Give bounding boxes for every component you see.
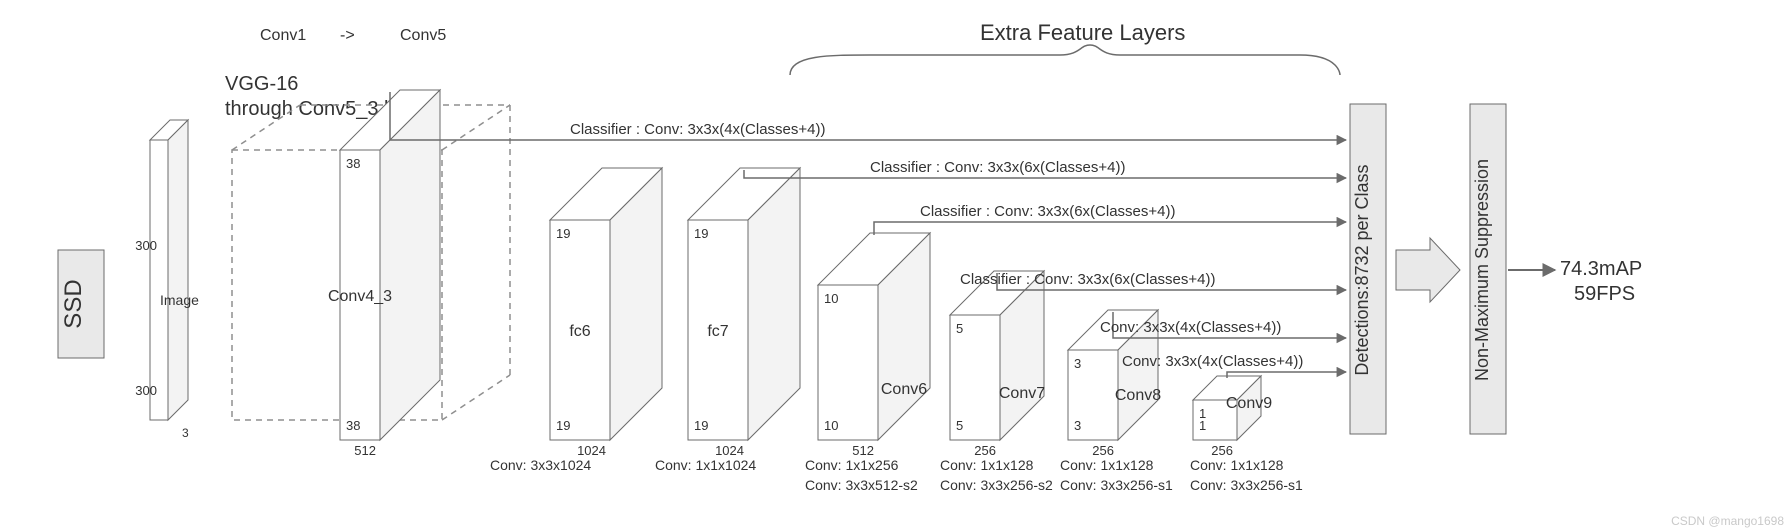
svg-text:256: 256 <box>1211 443 1233 458</box>
fc6-block: 19 19 1024 fc6 <box>550 168 662 458</box>
svg-text:1024: 1024 <box>715 443 744 458</box>
vgg-line1: VGG-16 <box>225 73 298 95</box>
conv-range-left: Conv1 <box>260 27 306 44</box>
detections-box: Detections:8732 per Class <box>1350 104 1386 434</box>
svg-text:19: 19 <box>556 418 570 433</box>
svg-text:5: 5 <box>956 321 963 336</box>
svg-text:256: 256 <box>974 443 996 458</box>
svg-text:Conv: 3x3x512-s2: Conv: 3x3x512-s2 <box>805 477 918 493</box>
svg-text:Conv9: Conv9 <box>1226 395 1272 412</box>
svg-text:512: 512 <box>354 443 376 458</box>
ssd-label-box: SSD <box>58 250 104 358</box>
extra-layers-title: Extra Feature Layers <box>980 20 1185 45</box>
conv-range-right: Conv5 <box>400 27 446 44</box>
svg-text:38: 38 <box>346 156 360 171</box>
svg-text:Conv: 1x1x256: Conv: 1x1x256 <box>805 457 899 473</box>
svg-text:Classifier : Conv: 3x3x(4x(Cla: Classifier : Conv: 3x3x(4x(Classes+4)) <box>570 121 826 138</box>
svg-text:Conv: 3x3x(4x(Classes+4)): Conv: 3x3x(4x(Classes+4)) <box>1100 319 1281 336</box>
image-label: Image <box>160 292 199 308</box>
detections-label: Detections:8732 per Class <box>1352 164 1372 375</box>
svg-text:fc6: fc6 <box>569 323 590 340</box>
svg-text:Conv4_3: Conv4_3 <box>328 288 392 305</box>
svg-text:Classifier : Conv: 3x3x(6x(Cla: Classifier : Conv: 3x3x(6x(Classes+4)) <box>870 159 1126 176</box>
svg-text:Classifier : Conv: 3x3x(6x(Cla: Classifier : Conv: 3x3x(6x(Classes+4)) <box>920 203 1176 220</box>
bottom-conv-specs: Conv: 3x3x1024 Conv: 1x1x1024 Conv: 1x1x25… <box>490 457 1303 493</box>
svg-text:1024: 1024 <box>577 443 606 458</box>
svg-text:Conv: 3x3x256-s1: Conv: 3x3x256-s1 <box>1190 477 1303 493</box>
svg-text:10: 10 <box>824 418 838 433</box>
svg-text:Conv: 1x1x128: Conv: 1x1x128 <box>940 457 1034 473</box>
conv4_3-block: 38 38 512 Conv4_3 <box>328 90 440 458</box>
image-h: 300 <box>135 238 157 253</box>
svg-text:Conv: 3x3x256-s1: Conv: 3x3x256-s1 <box>1060 477 1173 493</box>
svg-text:Conv: 1x1x128: Conv: 1x1x128 <box>1060 457 1154 473</box>
svg-text:Conv: 1x1x1024: Conv: 1x1x1024 <box>655 457 756 473</box>
svg-text:19: 19 <box>694 226 708 241</box>
block-arrow-icon <box>1396 238 1460 302</box>
fc7-block: 19 19 1024 fc7 <box>688 168 800 458</box>
svg-text:10: 10 <box>824 291 838 306</box>
watermark-text: CSDN @mango1698 <box>1671 514 1784 528</box>
conv9-block: 11256Conv9 <box>1193 376 1272 458</box>
svg-text:256: 256 <box>1092 443 1114 458</box>
ssd-label: SSD <box>60 279 87 328</box>
svg-text:3: 3 <box>1074 418 1081 433</box>
image-w: 300 <box>135 383 157 398</box>
svg-text:38: 38 <box>346 418 360 433</box>
nms-box: Non-Maximum Suppression <box>1470 104 1506 434</box>
svg-text:19: 19 <box>556 226 570 241</box>
svg-text:5: 5 <box>956 418 963 433</box>
svg-text:Conv6: Conv6 <box>881 381 927 398</box>
result-map: 74.3mAP <box>1560 258 1642 280</box>
image-d: 3 <box>182 426 189 440</box>
svg-text:Conv8: Conv8 <box>1115 387 1161 404</box>
svg-text:Conv: 1x1x128: Conv: 1x1x128 <box>1190 457 1284 473</box>
svg-text:3: 3 <box>1074 356 1081 371</box>
brace-icon <box>790 45 1340 75</box>
svg-text:Conv7: Conv7 <box>999 385 1045 402</box>
conv-range-arrow: -> <box>340 27 355 44</box>
svg-text:19: 19 <box>694 418 708 433</box>
svg-text:1: 1 <box>1199 418 1206 433</box>
svg-text:Conv: 3x3x1024: Conv: 3x3x1024 <box>490 457 591 473</box>
ssd-architecture-diagram: SSD Conv1 -> Conv5 VGG-16 through Conv5_… <box>0 0 1792 532</box>
svg-text:512: 512 <box>852 443 874 458</box>
svg-text:Classifier : Conv: 3x3x(6x(Cla: Classifier : Conv: 3x3x(6x(Classes+4)) <box>960 271 1216 288</box>
svg-text:Conv: 3x3x256-s2: Conv: 3x3x256-s2 <box>940 477 1053 493</box>
nms-label: Non-Maximum Suppression <box>1472 159 1492 381</box>
conv6-block: 10 10 512 Conv6 <box>818 233 930 458</box>
image-block: 300 Image 300 3 <box>135 120 199 440</box>
svg-text:fc7: fc7 <box>707 323 728 340</box>
conv7-block: 5 5 256 Conv7 <box>950 271 1045 458</box>
result-fps: 59FPS <box>1574 283 1635 305</box>
svg-text:Conv: 3x3x(4x(Classes+4)): Conv: 3x3x(4x(Classes+4)) <box>1122 353 1303 370</box>
